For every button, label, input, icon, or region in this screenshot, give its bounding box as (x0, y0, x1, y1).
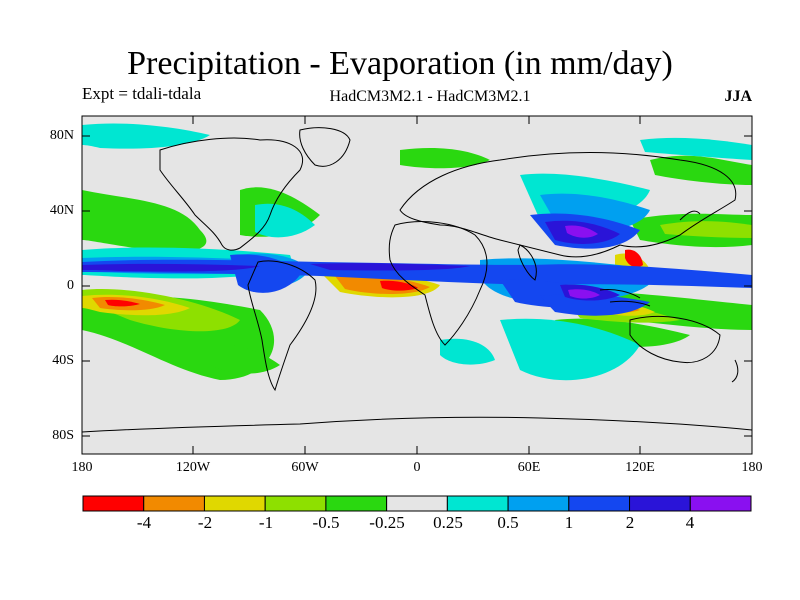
coast-eurasia (399, 152, 737, 258)
colorbar-label: -1 (258, 513, 274, 532)
colorbar-swatch (264, 495, 327, 512)
colorbar-label: -2 (197, 513, 213, 532)
y-tick-label: 80N (49, 128, 74, 143)
colorbar-label: -0.5 (312, 513, 340, 532)
colorbar-swatch (446, 495, 509, 512)
model-label: HadCM3M2.1 - HadCM3M2.1 (329, 88, 531, 105)
colorbar-swatch (689, 495, 752, 512)
colorbar (82, 495, 752, 512)
coast-antarctica (82, 416, 752, 433)
colorbar-swatch (203, 495, 266, 512)
coast-south-america (247, 260, 317, 392)
x-tick-label: 180 (741, 460, 763, 475)
x-tick-label: 120W (175, 460, 211, 475)
x-tick-label: 60W (291, 460, 319, 475)
coast-greenland (299, 127, 351, 167)
axis-ticks (81, 116, 753, 454)
colorbar-swatch (325, 495, 388, 512)
experiment-label: Expt = tdali-tdala (82, 84, 202, 103)
field-layer (82, 123, 752, 381)
coast-japan (679, 210, 701, 221)
coast-new-zealand (731, 359, 739, 383)
season-label: JJA (724, 88, 752, 105)
colorbar-label: 0.25 (433, 513, 463, 532)
y-tick-label: 40S (52, 353, 74, 368)
x-tick-label: 60E (517, 460, 541, 475)
coast-islands-indonesia (599, 289, 651, 307)
x-tick-label: 180 (71, 460, 93, 475)
colorbar-label: 4 (685, 513, 695, 532)
x-tick-label: 0 (413, 460, 421, 475)
field-red (105, 249, 643, 307)
y-tick-label: 80S (52, 428, 74, 443)
coast-india (517, 244, 537, 281)
colorbar-swatch (82, 495, 145, 512)
colorbar-swatch (568, 495, 631, 512)
coast-australia (629, 315, 721, 364)
colorbar-swatch (629, 495, 691, 512)
colorbar-label: 0.5 (497, 513, 519, 532)
y-tick-label: 40N (49, 203, 74, 218)
colorbar-swatch (507, 495, 570, 512)
x-tick-label: 120E (625, 460, 655, 475)
y-tick-label: 0 (67, 278, 74, 293)
coast-africa (388, 221, 488, 346)
colorbar-swatch (143, 495, 205, 512)
colorbar-label: 1 (564, 513, 574, 532)
colorbar-swatch (386, 495, 448, 512)
colorbar-label: -4 (136, 513, 152, 532)
coastlines (82, 127, 752, 433)
colorbar-label: -0.25 (369, 513, 405, 532)
coast-north-america (159, 137, 303, 251)
page-title: Precipitation - Evaporation (in mm/day) (127, 45, 673, 82)
field-purple (565, 225, 600, 299)
colorbar-label: 2 (625, 513, 635, 532)
